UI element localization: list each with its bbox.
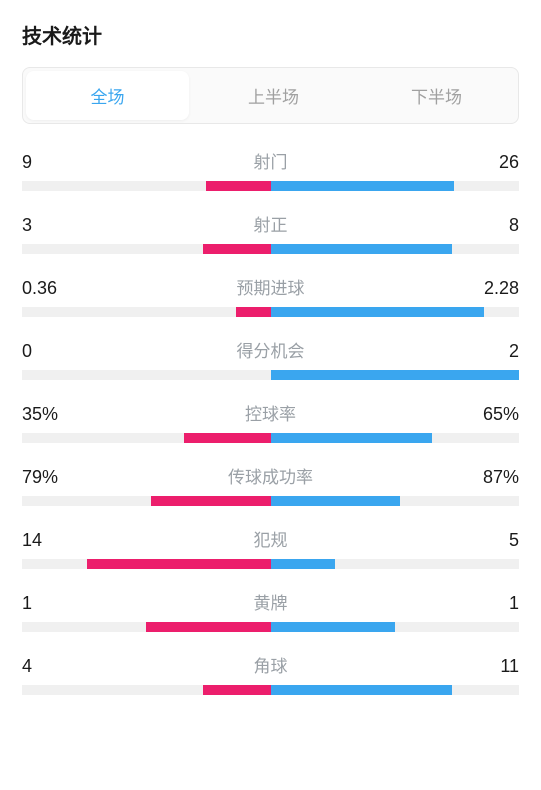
stat-value-left: 35%	[22, 404, 62, 425]
stat-bar	[22, 622, 519, 632]
bar-fill-right	[271, 370, 520, 380]
stat-bar	[22, 559, 519, 569]
stat-bar	[22, 181, 519, 191]
tab-period-1[interactable]: 上半场	[192, 68, 355, 123]
stat-value-left: 0	[22, 341, 62, 362]
stat-name: 黄牌	[62, 589, 479, 614]
stat-value-right: 26	[479, 152, 519, 173]
stats-list: 9射门26 3射正8 0.36预期进球2.28 0得分机会2 35%控球率65% 79%传…	[22, 148, 519, 695]
stat-bar	[22, 244, 519, 254]
stat-value-left: 3	[22, 215, 62, 236]
stat-bar	[22, 307, 519, 317]
stat-name: 角球	[62, 652, 479, 677]
bar-fill-right	[271, 433, 433, 443]
bar-fill-right	[271, 307, 485, 317]
bar-fill-left	[87, 559, 271, 569]
bar-fill-right	[271, 244, 452, 254]
stat-name: 传球成功率	[62, 463, 479, 488]
bar-fill-left	[146, 622, 270, 632]
stat-bar	[22, 370, 519, 380]
bar-fill-left	[203, 685, 270, 695]
stat-row: 0.36预期进球2.28	[22, 274, 519, 317]
stat-name: 射正	[62, 211, 479, 236]
tab-period-2[interactable]: 下半场	[355, 68, 518, 123]
stat-row: 79%传球成功率87%	[22, 463, 519, 506]
stat-value-left: 1	[22, 593, 62, 614]
stat-row: 4角球11	[22, 652, 519, 695]
bar-fill-left	[203, 244, 270, 254]
bar-fill-right	[271, 685, 452, 695]
stat-value-right: 8	[479, 215, 519, 236]
stat-name: 射门	[62, 148, 479, 173]
stat-row: 3射正8	[22, 211, 519, 254]
stat-value-right: 2	[479, 341, 519, 362]
stat-bar	[22, 685, 519, 695]
stat-row: 0得分机会2	[22, 337, 519, 380]
stat-name: 预期进球	[62, 274, 479, 299]
stat-value-left: 14	[22, 530, 62, 551]
bar-fill-left	[236, 307, 271, 317]
stat-value-right: 87%	[479, 467, 519, 488]
bar-fill-right	[271, 181, 455, 191]
stat-name: 控球率	[62, 400, 479, 425]
stat-row: 9射门26	[22, 148, 519, 191]
page-title: 技术统计	[22, 20, 519, 49]
stat-bar	[22, 433, 519, 443]
stat-value-left: 79%	[22, 467, 62, 488]
stat-bar	[22, 496, 519, 506]
stat-value-right: 5	[479, 530, 519, 551]
stat-value-left: 0.36	[22, 278, 62, 299]
stat-value-right: 65%	[479, 404, 519, 425]
bar-fill-left	[206, 181, 271, 191]
tab-period-0[interactable]: 全场	[26, 71, 189, 120]
stat-value-right: 11	[479, 656, 519, 677]
stat-row: 14犯规5	[22, 526, 519, 569]
stat-value-right: 2.28	[479, 278, 519, 299]
bar-fill-left	[151, 496, 270, 506]
period-tabs: 全场上半场下半场	[22, 67, 519, 124]
bar-fill-right	[271, 559, 336, 569]
bar-fill-right	[271, 622, 395, 632]
stat-value-left: 9	[22, 152, 62, 173]
stat-name: 得分机会	[62, 337, 479, 362]
bar-fill-right	[271, 496, 400, 506]
stat-value-left: 4	[22, 656, 62, 677]
bar-fill-left	[184, 433, 271, 443]
stat-row: 35%控球率65%	[22, 400, 519, 443]
stat-value-right: 1	[479, 593, 519, 614]
stat-name: 犯规	[62, 526, 479, 551]
stat-row: 1黄牌1	[22, 589, 519, 632]
